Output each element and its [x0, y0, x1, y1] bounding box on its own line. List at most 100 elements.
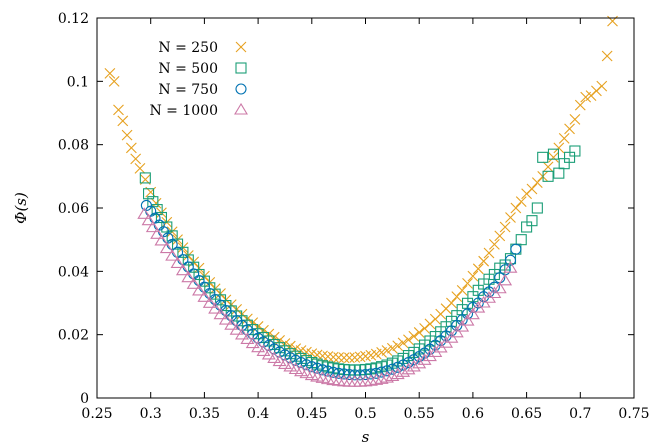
- point-s3-9: [181, 270, 196, 283]
- point-s3-54: [422, 349, 437, 362]
- point-s2-31: [300, 359, 312, 371]
- point-s2-69: [504, 254, 517, 266]
- point-s0-7: [134, 163, 146, 174]
- point-s3-44: [369, 373, 384, 385]
- point-s3-62: [465, 307, 480, 320]
- point-s1-0: [139, 172, 151, 184]
- point-s1-76: [542, 170, 554, 182]
- y-tick-label-2: 0.04: [58, 264, 89, 280]
- point-s0-56: [397, 337, 409, 349]
- point-s1-1: [143, 188, 155, 200]
- point-s0-74: [494, 230, 506, 242]
- point-s2-42: [359, 369, 372, 381]
- point-s3-46: [380, 370, 394, 383]
- point-s3-27: [277, 357, 292, 369]
- point-s0-53: [381, 345, 393, 356]
- point-s0-2: [113, 104, 124, 116]
- point-s0-48: [354, 351, 366, 363]
- legend-marker-3: [234, 102, 248, 115]
- point-s0-57: [403, 334, 414, 346]
- point-s3-67: [492, 281, 507, 294]
- point-s3-21: [245, 336, 260, 349]
- point-s0-76: [505, 212, 516, 223]
- point-s0-69: [467, 270, 479, 282]
- x-tick-label-5: 0.5: [354, 406, 376, 422]
- point-s1-81: [569, 145, 581, 157]
- point-s0-70: [472, 263, 484, 275]
- point-s0-45: [338, 352, 350, 364]
- legend-label-0: N = 250: [158, 40, 218, 56]
- point-s3-69: [503, 261, 518, 273]
- point-s3-48: [390, 367, 405, 380]
- x-axis-label: s: [362, 428, 370, 446]
- x-tick-label-10: 0.75: [618, 406, 649, 422]
- point-s3-49: [396, 365, 411, 377]
- point-s0-94: [601, 50, 613, 62]
- x-tick-label-2: 0.35: [189, 406, 220, 422]
- point-s2-40: [349, 369, 361, 381]
- point-s0-1: [108, 75, 120, 87]
- x-tick-label-9: 0.7: [569, 406, 591, 422]
- point-s3-59: [449, 325, 464, 338]
- point-s0-73: [488, 239, 500, 250]
- legend-label-1: N = 500: [158, 61, 218, 77]
- point-s3-7: [170, 256, 185, 268]
- y-tick-label-4: 0.08: [58, 138, 89, 154]
- point-s3-22: [251, 340, 266, 353]
- point-s2-34: [316, 364, 329, 376]
- point-s2-29: [290, 354, 302, 366]
- x-tick-label-0: 0.25: [81, 406, 112, 422]
- point-s2-35: [322, 365, 334, 377]
- legend-marker-2: [235, 83, 247, 95]
- point-s0-85: [553, 142, 565, 154]
- point-s2-27: [279, 349, 291, 361]
- series-3: [137, 207, 518, 387]
- point-s0-65: [446, 297, 457, 309]
- legend-label-2: N = 750: [158, 82, 218, 98]
- point-s2-0: [140, 199, 152, 212]
- point-s1-77: [547, 148, 560, 160]
- point-s2-38: [338, 368, 350, 380]
- point-s0-5: [125, 142, 137, 154]
- point-s0-71: [478, 255, 490, 267]
- point-s3-50: [401, 362, 416, 375]
- point-s3-43: [363, 374, 378, 386]
- point-s3-61: [460, 313, 475, 326]
- point-s0-6: [130, 153, 142, 165]
- point-s0-42: [322, 351, 334, 362]
- point-s0-66: [451, 291, 463, 303]
- point-s3-45: [374, 372, 389, 384]
- point-s3-0: [137, 207, 152, 219]
- legend-marker-1: [235, 62, 247, 74]
- point-s1-71: [515, 234, 527, 246]
- x-tick-label-7: 0.6: [462, 406, 484, 422]
- point-s0-93: [596, 80, 608, 92]
- point-s0-80: [526, 183, 538, 195]
- point-s1-73: [526, 215, 538, 227]
- point-s3-13: [202, 296, 217, 308]
- point-s0-77: [510, 202, 522, 214]
- point-s2-70: [510, 243, 522, 255]
- point-s2-28: [284, 352, 296, 364]
- point-s2-41: [354, 369, 366, 381]
- y-tick-label-5: 0.1: [67, 74, 89, 90]
- point-s0-43: [327, 351, 339, 363]
- point-s0-55: [392, 340, 404, 352]
- y-tick-label-3: 0.06: [58, 201, 89, 217]
- point-s3-16: [218, 313, 233, 325]
- point-s3-4: [154, 233, 169, 246]
- point-s2-33: [311, 362, 323, 374]
- point-s1-74: [531, 202, 543, 214]
- point-s2-51: [408, 354, 420, 366]
- legend-marker-0: [235, 41, 247, 53]
- point-s3-10: [186, 277, 201, 289]
- point-s2-37: [333, 367, 345, 379]
- x-tick-label-3: 0.4: [247, 406, 269, 422]
- point-s2-39: [343, 369, 355, 381]
- point-s3-17: [224, 318, 239, 330]
- point-s3-55: [428, 345, 443, 357]
- point-s2-32: [306, 361, 318, 373]
- x-tick-label-1: 0.3: [140, 406, 162, 422]
- point-s0-47: [349, 352, 361, 363]
